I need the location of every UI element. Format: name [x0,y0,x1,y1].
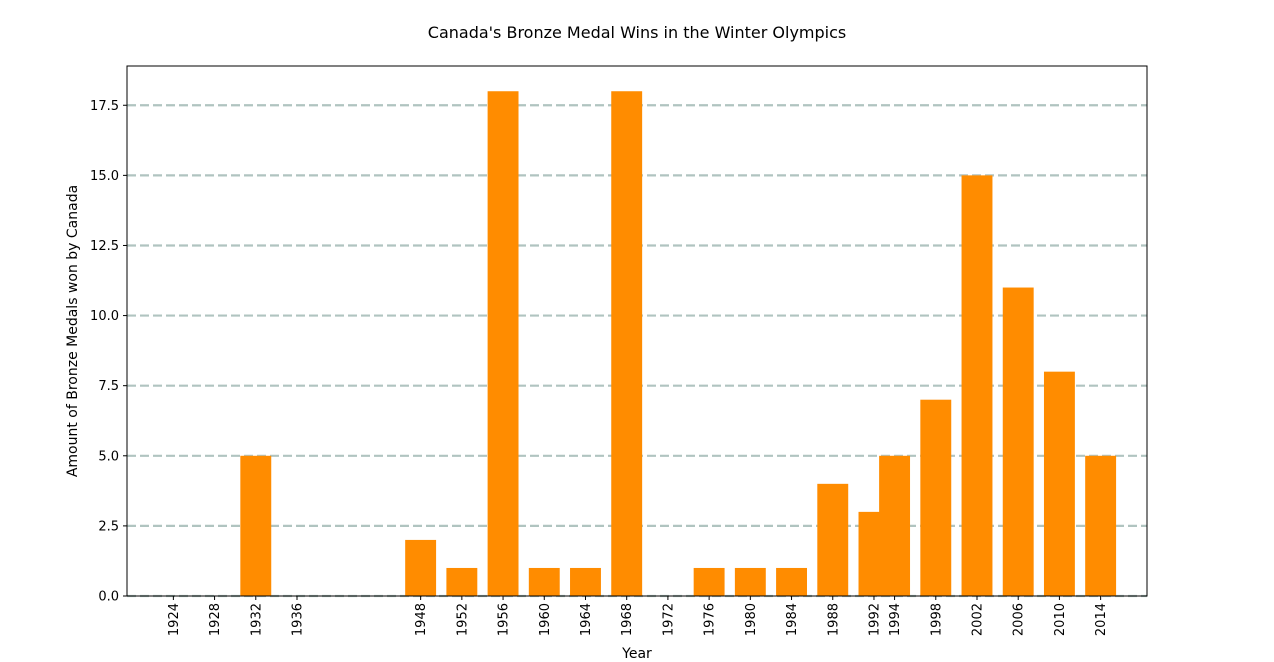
x-tick-label: 1952 [455,603,470,636]
y-tick-label: 17.5 [90,99,119,114]
x-tick-label: 1956 [497,603,512,636]
y-axis-label: Amount of Bronze Medals won by Canada [65,185,81,477]
x-tick-label: 1964 [579,603,594,636]
chart-title: Canada's Bronze Medal Wins in the Winter… [428,23,846,42]
bar-1984 [776,567,807,596]
bar-1994 [879,455,911,596]
x-tick-label: 1984 [785,603,800,636]
y-tick-label: 2.5 [98,519,119,534]
bar-1964 [570,567,601,596]
bar-2014 [1085,455,1117,596]
x-tick-label: 1928 [208,603,223,636]
x-tick-label: 1992 [867,603,882,636]
bar-1980 [734,567,766,596]
bar-2006 [1002,287,1034,596]
bar-1956 [487,91,519,596]
bar-1932 [240,455,272,596]
bar-1952 [446,567,478,596]
bar-1968 [611,91,643,596]
x-tick-label: 2010 [1053,603,1068,636]
x-tick-label: 1948 [414,603,429,636]
bar-1988 [817,483,849,596]
bar-1976 [693,567,725,596]
x-tick-label: 1936 [291,603,306,636]
x-tick-label: 1980 [744,603,759,636]
x-tick-label: 2002 [971,603,986,636]
x-tick-label: 1994 [888,603,903,636]
y-axis-ticks: 0.0 2.5 5.0 7.5 10.0 12.5 15.0 17.5 [90,99,127,605]
x-tick-label: 1960 [538,603,553,636]
bar-1998 [920,399,952,596]
x-tick-label: 1924 [167,603,182,636]
x-tick-label: 2014 [1094,603,1109,636]
bar-2010 [1043,371,1075,596]
x-tick-label: 1932 [249,603,264,636]
plot-area-frame [126,65,1148,597]
x-tick-label: 1988 [826,603,841,636]
y-tick-label: 15.0 [90,169,119,184]
y-tick-label: 7.5 [98,379,119,394]
y-tick-label: 10.0 [90,309,119,324]
y-tick-label: 12.5 [90,239,119,254]
x-tick-label: 1968 [620,603,635,636]
bars [240,91,1117,596]
bar-1948 [405,539,437,596]
bar-2002 [961,175,993,596]
x-tick-label: 1976 [703,603,718,636]
x-tick-label: 1998 [929,603,944,636]
x-tick-label: 2006 [1012,603,1027,636]
bar-1960 [528,567,560,596]
x-axis-label: Year [621,646,652,662]
x-axis-ticks: 1924 1928 1932 1936 1948 1952 1956 1960 1964 1968… [167,596,1109,636]
x-tick-label: 1972 [661,603,676,636]
y-tick-label: 5.0 [98,449,119,464]
y-tick-label: 0.0 [98,590,119,605]
